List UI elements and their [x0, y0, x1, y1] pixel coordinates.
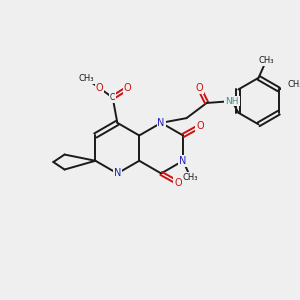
- Text: N: N: [114, 168, 121, 178]
- Text: N: N: [158, 118, 165, 128]
- Text: O: O: [96, 83, 104, 93]
- Text: O: O: [195, 83, 203, 93]
- Text: CH₃: CH₃: [288, 80, 300, 89]
- Text: CH₃: CH₃: [79, 74, 94, 83]
- Text: NH: NH: [225, 97, 239, 106]
- Text: CH₃: CH₃: [258, 56, 274, 65]
- Text: CH₃: CH₃: [183, 173, 198, 182]
- Text: O: O: [124, 83, 131, 93]
- Text: C: C: [110, 93, 115, 102]
- Text: O: O: [174, 178, 182, 188]
- Text: O: O: [196, 121, 204, 131]
- Text: N: N: [179, 156, 187, 166]
